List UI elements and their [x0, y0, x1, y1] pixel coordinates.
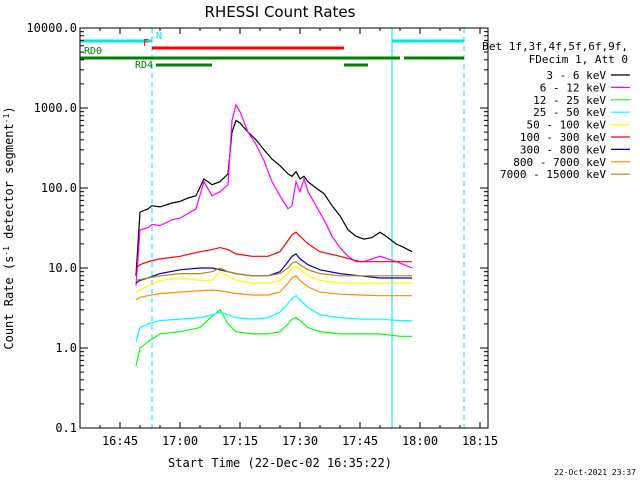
series-line-5 — [135, 231, 412, 269]
chart-title: RHESSI Count Rates — [205, 3, 356, 21]
series-line-0 — [135, 119, 413, 276]
plot-frame — [79, 27, 489, 429]
y-axis-label: Count Rate (s-1 detector segment-1) — [2, 106, 17, 349]
legend-label-2: 12 - 25 keV — [533, 94, 606, 107]
legend-label-0: 3 - 6 keV — [546, 69, 606, 82]
flag-label-rd4: RD4 — [135, 60, 153, 71]
series-line-6 — [135, 253, 412, 284]
legend-label-3: 25 - 50 keV — [533, 106, 606, 119]
x-tick-label: 17:00 — [162, 434, 198, 448]
y-tick-label: 100.0 — [41, 181, 77, 195]
legend-label-1: 6 - 12 keV — [540, 81, 607, 94]
x-tick-label: 17:30 — [282, 434, 318, 448]
x-tick-label: 18:00 — [402, 434, 438, 448]
x-tick-label: 17:15 — [222, 434, 258, 448]
series-line-2 — [135, 308, 412, 366]
x-tick-label: 18:15 — [462, 434, 498, 448]
flag-label-f: F — [143, 38, 149, 49]
legend-label-7: 800 - 7000 keV — [513, 156, 606, 169]
y-tick-label: 1.0 — [55, 341, 77, 355]
legend-header-line-1: Det 1f,3f,4f,5f,6f,9f, — [482, 40, 628, 53]
y-tick-label: 10.0 — [48, 261, 77, 275]
y-axis-ticks: 0.1 1.0 10.0 100.0 1000.0 10000.0 — [26, 21, 488, 435]
timestamp: 22-Oct-2021 23:37 — [554, 468, 636, 477]
y-tick-label: 1000.0 — [34, 101, 77, 115]
y-tick-label: 10000.0 — [26, 21, 77, 35]
series-line-3 — [135, 294, 412, 342]
legend-label-8: 7000 - 15000 keV — [500, 168, 606, 181]
legend-label-4: 50 - 100 keV — [527, 119, 607, 132]
flag-label-n: N — [156, 31, 162, 42]
legend-label-6: 300 - 800 keV — [520, 143, 606, 156]
flag-bars: NF RD0 RD4 — [80, 31, 464, 71]
legend-header-line-2: FDecim 1, Att 0 — [529, 53, 628, 66]
x-axis-label: Start Time (22-Dec-02 16:35:22) — [168, 456, 392, 470]
data-series — [135, 103, 413, 366]
series-line-7 — [135, 275, 412, 301]
legend-label-5: 100 - 300 keV — [520, 131, 606, 144]
y-tick-label: 0.1 — [55, 421, 77, 435]
series-line-8 — [135, 261, 412, 281]
x-tick-label: 16:45 — [102, 434, 138, 448]
flag-label-rd0: RD0 — [84, 46, 102, 57]
series-line-4 — [135, 265, 412, 293]
x-tick-label: 17:45 — [342, 434, 378, 448]
x-axis-ticks: 16:45 17:00 17:15 17:30 17:45 18:00 18:15 — [79, 28, 498, 448]
